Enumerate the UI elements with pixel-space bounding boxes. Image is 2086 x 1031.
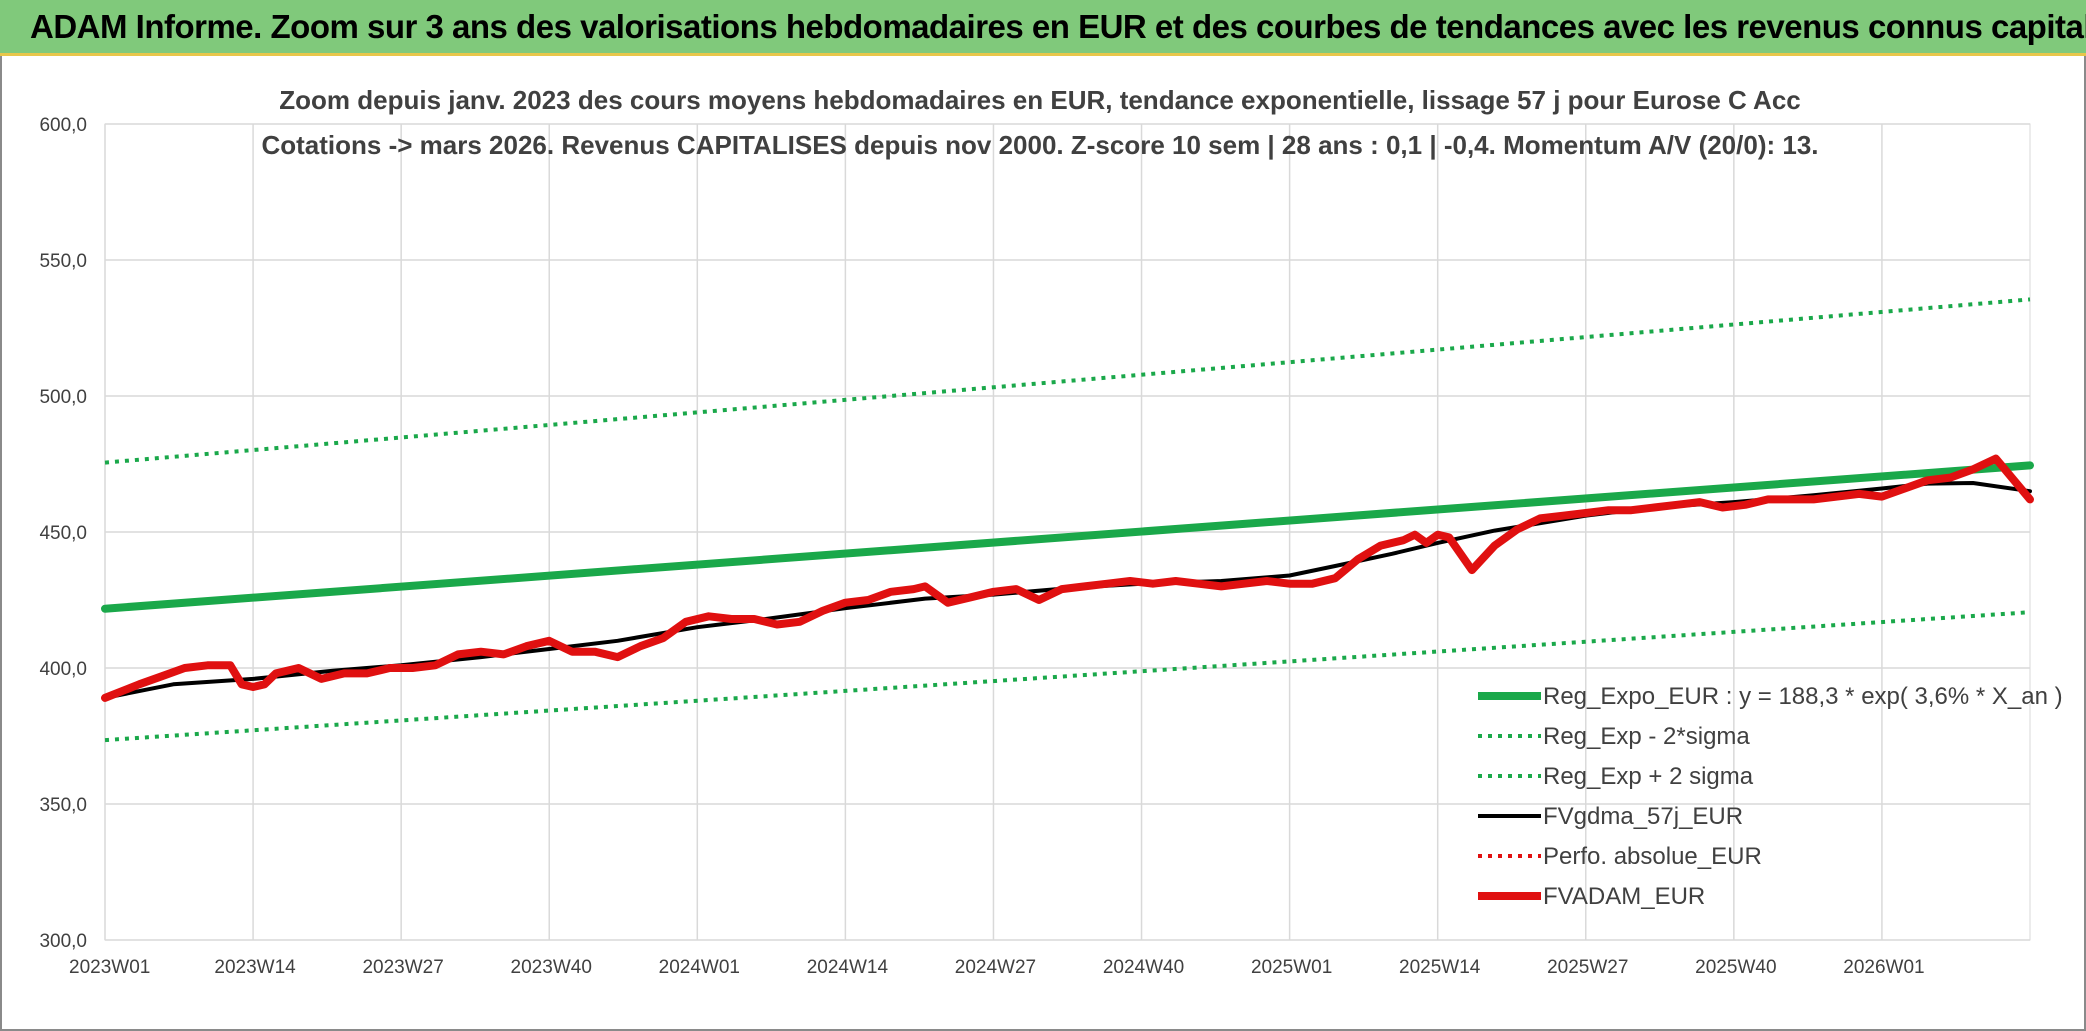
legend-label-fvgdma-57j-eur: FVgdma_57j_EUR [1543,803,1743,830]
report-banner: ADAM Informe. Zoom sur 3 ans des valoris… [0,0,2086,56]
x-tick-label: 2023W40 [511,957,592,978]
x-tick-label: 2024W27 [955,957,1036,978]
legend-label-reg-exp-2-sigma: Reg_Exp + 2 sigma [1543,763,1754,790]
x-tick-label: 2023W14 [214,957,296,978]
chart-title-line-1: Zoom depuis janv. 2023 des cours moyens … [279,85,1800,115]
x-tick-label: 2023W01 [69,957,150,978]
plot-area [104,123,2031,941]
series-line-reg-expo-eur-y-188-3-exp-3-6-x-an [101,461,2034,613]
y-tick-label: 400,0 [39,659,87,680]
x-tick-label: 2025W27 [1547,957,1628,978]
y-tick-label: 600,0 [39,115,87,136]
series-layer [101,297,2034,743]
x-tick-label: 2024W01 [659,957,740,978]
x-tick-label: 2025W40 [1695,957,1776,978]
y-axis: 300,0 350,0 400,0 450,0 500,0 550,0 600,0 [39,115,87,952]
banner-title: ADAM Informe. Zoom sur 3 ans des valoris… [30,8,2086,45]
legend-label-reg-exp-2-sigma: Reg_Exp - 2*sigma [1543,723,1750,750]
x-tick-label: 2026W01 [1843,957,1924,978]
legend-label-reg-expo-eur-y-188-3-exp-3-6-x-an: Reg_Expo_EUR : y = 188,3 * exp( 3,6% * X… [1543,683,2063,710]
chart-title-line-2: Cotations -> mars 2026. Revenus CAPITALI… [261,130,1818,160]
x-tick-label: 2025W01 [1251,957,1332,978]
x-tick-label: 2024W40 [1103,957,1184,978]
y-tick-label: 550,0 [39,251,87,272]
line-chart: Zoom depuis janv. 2023 des cours moyens … [39,85,2063,978]
series-line-fvadam-eur [101,454,2034,702]
legend-label-perfo-absolue-eur: Perfo. absolue_EUR [1543,843,1762,870]
x-axis: 2023W01 2023W14 2023W27 2023W40 2024W01 2024W… [69,957,1925,978]
legend: Reg_Expo_EUR : y = 188,3 * exp( 3,6% * X… [1478,683,2063,910]
x-tick-label: 2025W14 [1399,957,1481,978]
x-tick-label: 2024W14 [807,957,889,978]
y-tick-label: 450,0 [39,523,87,544]
legend-label-fvadam-eur: FVADAM_EUR [1543,883,1705,910]
y-tick-label: 500,0 [39,387,87,408]
x-tick-label: 2023W27 [362,957,443,978]
series-line-reg-exp-2-sigma [104,297,2031,465]
y-tick-label: 300,0 [39,931,87,952]
y-tick-label: 350,0 [39,795,87,816]
series-line-reg-exp-2-sigma [104,610,2031,743]
